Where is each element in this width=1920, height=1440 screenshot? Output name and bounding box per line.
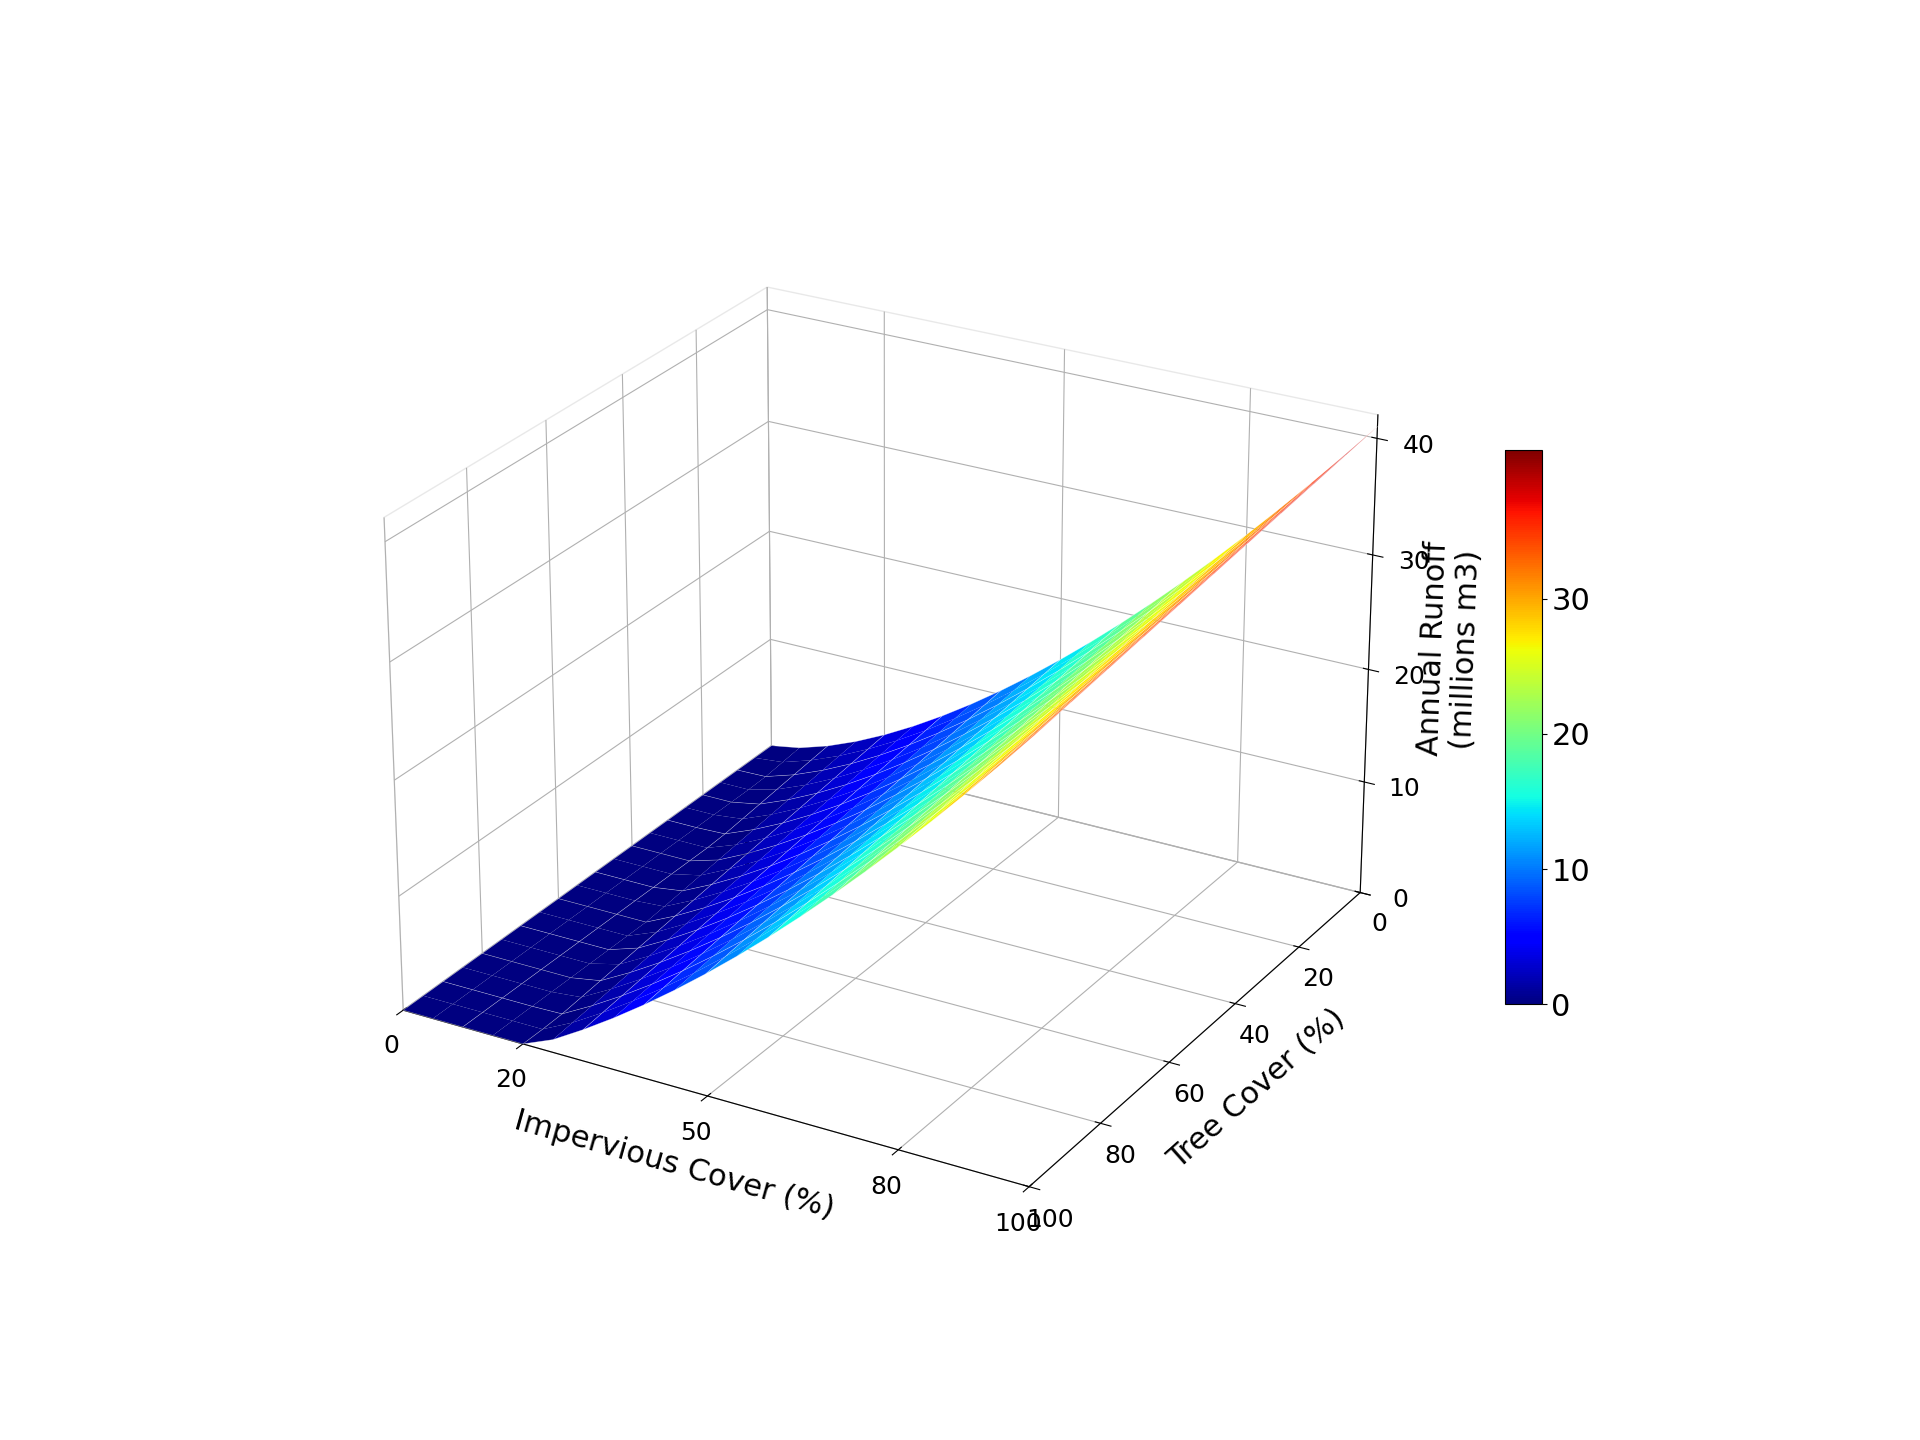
Y-axis label: Tree Cover (%): Tree Cover (%) [1164, 1004, 1350, 1174]
X-axis label: Impervious Cover (%): Impervious Cover (%) [511, 1106, 837, 1224]
